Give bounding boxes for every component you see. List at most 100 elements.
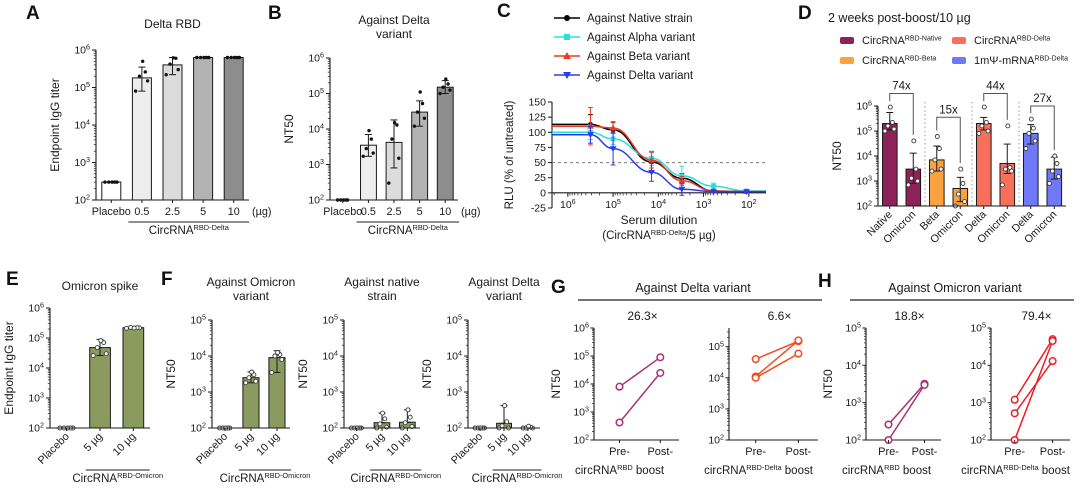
svg-text:2.5: 2.5 xyxy=(386,206,401,218)
svg-text:50: 50 xyxy=(534,157,546,169)
legend: CircRNARBD-Native CircRNARBD-Beta CircRNAR… xyxy=(840,35,1068,67)
y-axis-label: RLU (% of untreated) xyxy=(504,101,516,210)
svg-text:105: 105 xyxy=(856,124,872,138)
y-axis-label: Endpoint IgG titer xyxy=(2,321,16,414)
svg-text:105: 105 xyxy=(605,197,621,211)
x-axis-label: Serum dilution xyxy=(621,213,698,227)
error-bars xyxy=(364,80,449,169)
legend: Against Native strain Against Alpha varia… xyxy=(554,13,696,82)
bars xyxy=(360,86,454,201)
svg-text:103: 103 xyxy=(970,395,986,409)
svg-text:Placebo: Placebo xyxy=(323,206,362,218)
svg-text:circRNARBD-Delta boost: circRNARBD-Delta boost xyxy=(704,463,814,477)
axes: 102 103 104 105 xyxy=(446,313,540,435)
chart-svg-H: Against Omicron variant 102 103 104 105 Pre- P… xyxy=(821,281,1074,477)
svg-text:CircRNARBD-Delta: CircRNARBD-Delta xyxy=(974,35,1050,47)
chart-svg-G: Against Delta variant 102 103 104 105 106 Pre-… xyxy=(549,281,822,477)
svg-text:105: 105 xyxy=(845,321,861,335)
svg-text:104: 104 xyxy=(190,349,206,363)
svg-text:2.5: 2.5 xyxy=(165,206,180,218)
svg-text:102: 102 xyxy=(28,421,44,435)
group-label: CircRNARBD-Delta xyxy=(356,221,460,237)
svg-text:105: 105 xyxy=(74,80,90,94)
panel-letter-d: D xyxy=(798,3,812,24)
svg-text:Against Beta variant: Against Beta variant xyxy=(587,51,691,63)
svg-text:102: 102 xyxy=(308,193,324,207)
y-axis-label: Endpoint IgG titer xyxy=(48,78,62,171)
fold-change-label: 79.4× xyxy=(1021,309,1051,323)
svg-text:Delta RBD: Delta RBD xyxy=(144,17,201,31)
svg-text:CircRNARBD-Beta: CircRNARBD-Beta xyxy=(862,55,936,67)
fold-change-brackets: 74x 15x 44x 27x xyxy=(889,81,1055,164)
svg-text:103: 103 xyxy=(28,391,44,405)
svg-text:-25: -25 xyxy=(531,203,546,215)
svg-text:104: 104 xyxy=(573,377,589,391)
svg-text:Against Omicron: Against Omicron xyxy=(207,275,296,289)
panel-letter-b: B xyxy=(268,3,282,24)
svg-text:104: 104 xyxy=(28,361,44,375)
paired-subchart: 102 103 104 105 Pre- Post- 6.6× circRNARBD-Delt… xyxy=(704,309,818,477)
y-axis-label: NT50 xyxy=(830,141,844,171)
svg-text:Against native: Against native xyxy=(344,275,420,289)
svg-text:106: 106 xyxy=(573,321,589,335)
bars xyxy=(242,357,286,429)
fold-change-label: 18.8× xyxy=(894,309,924,323)
fold-change-label: 6.6× xyxy=(768,309,792,323)
svg-text:Placebo: Placebo xyxy=(326,431,362,467)
svg-text:(CircRNARBD-Delta/5 µg): (CircRNARBD-Delta/5 µg) xyxy=(602,228,716,242)
svg-text:103: 103 xyxy=(190,385,206,399)
svg-text:Post-: Post- xyxy=(1040,446,1066,458)
y-axis-label: NT50 xyxy=(549,369,563,399)
y-axis-label: NT50 xyxy=(420,359,434,389)
chart-svg-C: -25 0 25 50 75 100 125 150 106 105 104 103 102 Agains… xyxy=(504,13,766,242)
bars xyxy=(89,327,145,429)
panel-letter-g: G xyxy=(551,277,566,298)
svg-text:15x: 15x xyxy=(939,104,958,116)
svg-text:102: 102 xyxy=(573,433,589,447)
svg-text:Pre-: Pre- xyxy=(1004,446,1025,458)
svg-text:10 µg: 10 µg xyxy=(111,431,139,459)
svg-text:10 µg: 10 µg xyxy=(385,431,413,459)
svg-text:Post-: Post- xyxy=(647,446,673,458)
svg-text:Omicron spike: Omicron spike xyxy=(62,279,139,293)
svg-text:102: 102 xyxy=(970,433,986,447)
series-curves xyxy=(551,107,766,196)
data-dots xyxy=(882,104,1062,209)
paired-subchart: 102 103 104 105 Pre- Post- 79.4× circRNARBD-Del… xyxy=(961,309,1071,477)
panel-letter-e: E xyxy=(6,269,19,290)
svg-text:CircRNARBD-Native: CircRNARBD-Native xyxy=(862,35,942,47)
svg-text:5: 5 xyxy=(417,206,423,218)
svg-text:102: 102 xyxy=(856,199,872,213)
svg-text:0.5: 0.5 xyxy=(361,206,376,218)
svg-text:106: 106 xyxy=(74,43,90,57)
svg-text:0: 0 xyxy=(540,187,546,199)
svg-text:Against Alpha variant: Against Alpha variant xyxy=(587,32,696,44)
svg-text:103: 103 xyxy=(74,155,90,169)
svg-text:10: 10 xyxy=(439,206,451,218)
svg-text:variant: variant xyxy=(486,289,523,303)
svg-text:74x: 74x xyxy=(892,81,911,93)
svg-text:106: 106 xyxy=(560,197,576,211)
svg-text:105: 105 xyxy=(322,313,338,327)
panel-g-delta-boost-paired-chart: Against Delta variant 102 103 104 105 106 Pre-… xyxy=(548,278,826,490)
data-dots xyxy=(103,55,242,184)
paired-subchart: 102 103 104 105 Pre- Post- 18.8× circRNARBD boo… xyxy=(821,309,941,477)
svg-text:CircRNARBD-Omicron: CircRNARBD-Omicron xyxy=(72,471,163,485)
svg-text:10: 10 xyxy=(228,206,240,218)
svg-text:strain: strain xyxy=(367,289,396,303)
svg-text:CircRNARBD-Delta: CircRNARBD-Delta xyxy=(149,223,230,237)
svg-text:CircRNARBD-Delta: CircRNARBD-Delta xyxy=(368,223,449,237)
svg-text:105: 105 xyxy=(708,339,724,353)
axes: 102 103 104 105 xyxy=(322,313,420,435)
svg-text:Placebo: Placebo xyxy=(449,431,485,467)
